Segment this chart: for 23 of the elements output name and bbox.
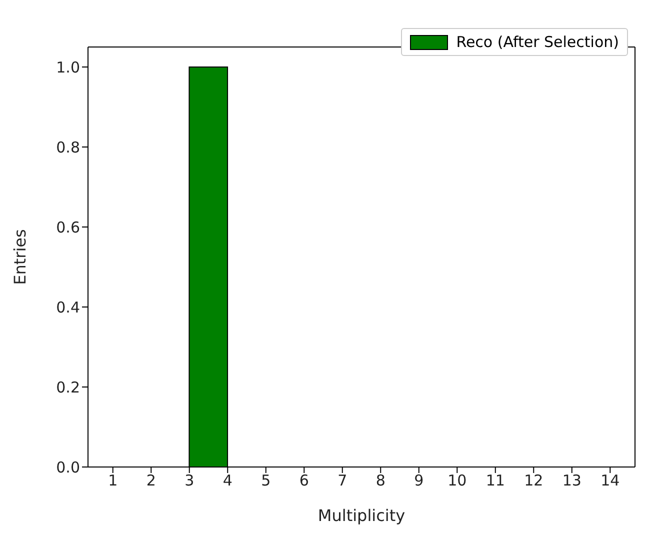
x-tick-label: 13 bbox=[562, 472, 582, 490]
x-tick-label: 8 bbox=[376, 472, 386, 490]
x-tick-label: 6 bbox=[299, 472, 309, 490]
y-tick-label: 0.0 bbox=[56, 458, 80, 476]
x-tick-label: 10 bbox=[448, 472, 467, 490]
x-tick-label: 5 bbox=[261, 472, 271, 490]
x-tick-label: 14 bbox=[600, 472, 620, 490]
x-tick-label: 2 bbox=[146, 472, 156, 490]
legend-label: Reco (After Selection) bbox=[456, 33, 619, 51]
y-tick-label: 0.4 bbox=[56, 298, 80, 316]
y-tick-label: 0.2 bbox=[56, 378, 80, 396]
x-tick-label: 11 bbox=[486, 472, 505, 490]
y-tick-label: 0.8 bbox=[56, 138, 80, 156]
x-tick-label: 12 bbox=[524, 472, 544, 490]
x-tick-label: 1 bbox=[108, 472, 118, 490]
y-tick-label: 1.0 bbox=[56, 58, 80, 76]
x-tick-label: 7 bbox=[338, 472, 348, 490]
x-tick-label: 3 bbox=[184, 472, 194, 490]
x-tick-label: 9 bbox=[414, 472, 424, 490]
y-axis-title: Entries bbox=[10, 229, 30, 285]
x-tick-label: 4 bbox=[222, 472, 232, 490]
x-axis-title: Multiplicity bbox=[318, 506, 406, 525]
y-tick-label: 0.6 bbox=[56, 218, 80, 236]
